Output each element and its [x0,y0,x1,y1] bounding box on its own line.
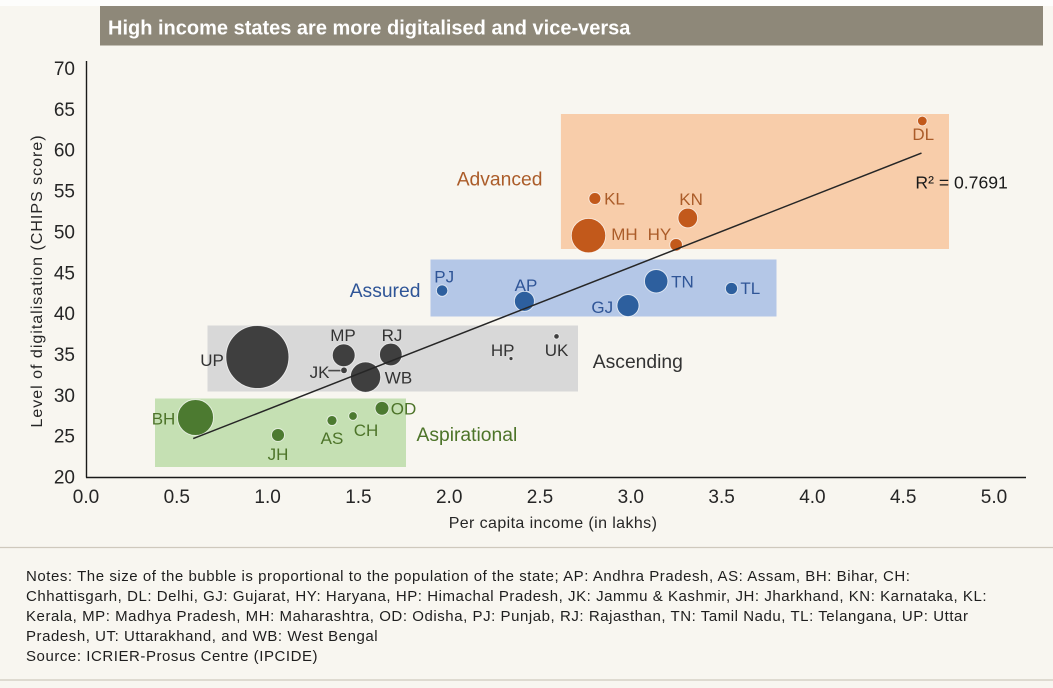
svg-text:Chhattisgarh, DL: Delhi, GJ: G: Chhattisgarh, DL: Delhi, GJ: Gujarat, HY… [26,588,987,605]
svg-text:0.0: 0.0 [73,487,99,508]
svg-text:Source: ICRIER-Prosus Centre (: Source: ICRIER-Prosus Centre (IPCIDE) [26,648,318,665]
svg-text:MH: MH [611,225,637,244]
svg-text:RJ: RJ [382,326,403,345]
svg-text:2.0: 2.0 [436,487,462,508]
svg-text:3.0: 3.0 [618,487,644,508]
svg-text:KN: KN [679,190,703,209]
svg-text:4.0: 4.0 [799,487,825,508]
svg-text:HP: HP [491,341,515,360]
svg-text:Notes: The size of the bubble: Notes: The size of the bubble is proport… [26,568,911,585]
svg-text:20: 20 [54,468,75,489]
svg-text:OD: OD [391,400,417,419]
svg-text:R² = 0.7691: R² = 0.7691 [915,173,1007,193]
svg-text:TL: TL [740,279,760,298]
svg-text:BH: BH [152,409,176,428]
svg-text:1.0: 1.0 [254,487,280,508]
svg-text:Level of digitalisation (CHIPS: Level of digitalisation (CHIPS score) [29,134,46,427]
svg-text:PJ: PJ [434,267,454,286]
svg-text:WB: WB [385,369,412,388]
svg-text:55: 55 [54,182,75,203]
svg-text:30: 30 [54,386,75,407]
svg-text:65: 65 [54,100,75,121]
svg-text:45: 45 [54,263,75,284]
svg-text:50: 50 [54,222,75,243]
svg-text:Pradesh, UT: Uttarakhand, and: Pradesh, UT: Uttarakhand, and WB: West B… [26,628,378,645]
svg-text:TN: TN [671,272,694,291]
svg-text:UP: UP [200,351,224,370]
svg-text:1.5: 1.5 [345,487,371,508]
svg-text:High income states are more di: High income states are more digitalised … [108,18,631,40]
svg-text:3.5: 3.5 [708,487,734,508]
svg-text:0.5: 0.5 [164,487,190,508]
svg-text:Ascending: Ascending [593,352,683,373]
svg-text:35: 35 [54,345,75,366]
svg-text:Advanced: Advanced [457,169,543,190]
svg-text:JK: JK [310,363,331,382]
svg-text:UK: UK [545,341,569,360]
svg-text:Assured: Assured [350,281,421,302]
svg-text:AP: AP [515,276,538,295]
svg-text:4.5: 4.5 [890,487,916,508]
svg-text:KL: KL [604,189,625,208]
svg-text:Per capita income (in lakhs): Per capita income (in lakhs) [449,515,658,532]
svg-text:5.0: 5.0 [981,487,1007,508]
svg-text:HY: HY [648,225,672,244]
svg-text:Kerala, MP: Madhya Pradesh, MH: Kerala, MP: Madhya Pradesh, MH: Maharash… [26,608,968,625]
svg-text:MP: MP [330,326,356,345]
svg-text:GJ: GJ [591,298,613,317]
svg-text:60: 60 [54,141,75,162]
svg-text:2.5: 2.5 [527,487,553,508]
svg-text:CH: CH [354,421,379,440]
svg-text:Aspirational: Aspirational [417,425,518,446]
svg-text:DL: DL [912,125,934,144]
svg-text:JH: JH [268,445,289,464]
svg-text:40: 40 [54,304,75,325]
svg-text:25: 25 [54,427,75,448]
svg-text:70: 70 [54,59,75,80]
svg-text:AS: AS [321,429,344,448]
